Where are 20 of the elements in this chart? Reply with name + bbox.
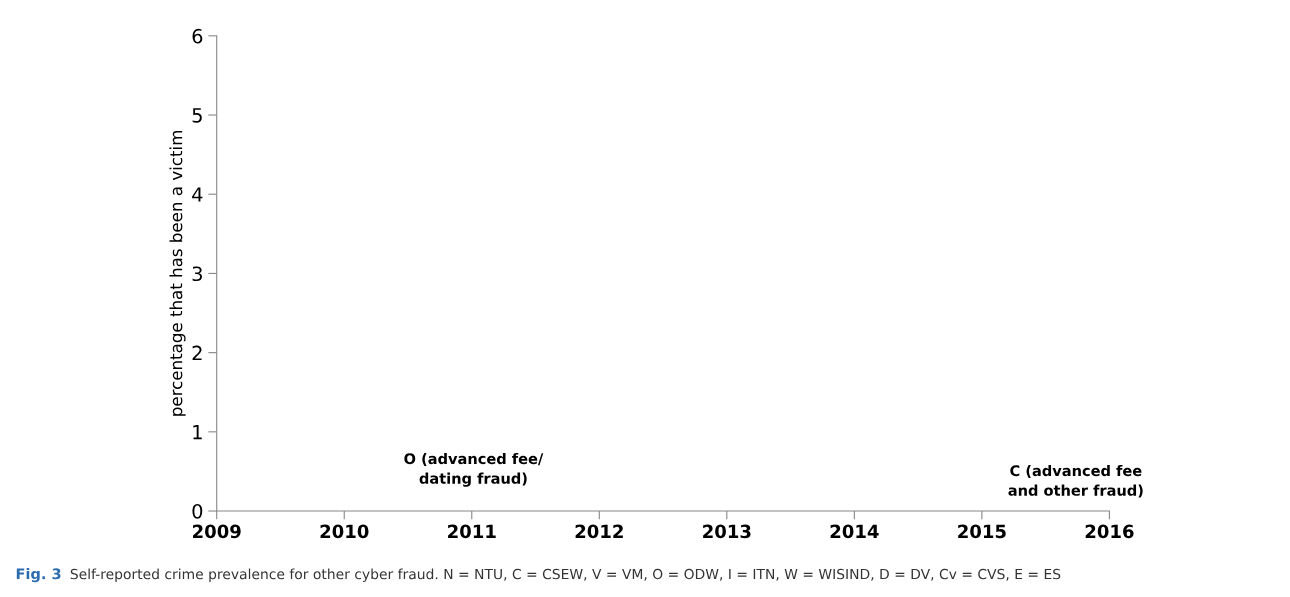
x-tick-label: 2014 xyxy=(830,524,879,539)
x-tick-label: 2012 xyxy=(575,524,623,539)
text: Self-reported crime prevalence for other cyber fraud. N = NTU, C = CSEW, V = VM, O = ODW, I = ITN, W = WISIND, D = DV, Cv = CVS, E = ES xyxy=(70,568,1061,582)
y-tick-label: 3 xyxy=(192,266,202,282)
caption: Fig. 3 xyxy=(16,568,61,583)
x-tick-label: 2009 xyxy=(193,524,241,539)
x-tick-label: 2016 xyxy=(1085,524,1134,539)
x-tick-label: 2013 xyxy=(703,524,751,539)
y-tick-label: 5 xyxy=(192,108,202,123)
y-tick-label: 0 xyxy=(192,503,203,519)
x-tick-label: 2015 xyxy=(958,524,1006,539)
y-tick-label: 4 xyxy=(192,187,203,202)
y-axis-title: percentage that has been a victim xyxy=(169,131,186,416)
annotation: C (advanced fee and other fraud) xyxy=(1008,464,1143,498)
y-tick-label: 1 xyxy=(193,425,202,440)
x-tick-label: 2010 xyxy=(320,524,369,539)
y-tick-label: 6 xyxy=(192,28,203,44)
x-tick-label: 2011 xyxy=(448,524,496,539)
annotation: O (advanced fee/ dating fraud) xyxy=(404,452,544,487)
y-tick-label: 2 xyxy=(192,345,202,361)
